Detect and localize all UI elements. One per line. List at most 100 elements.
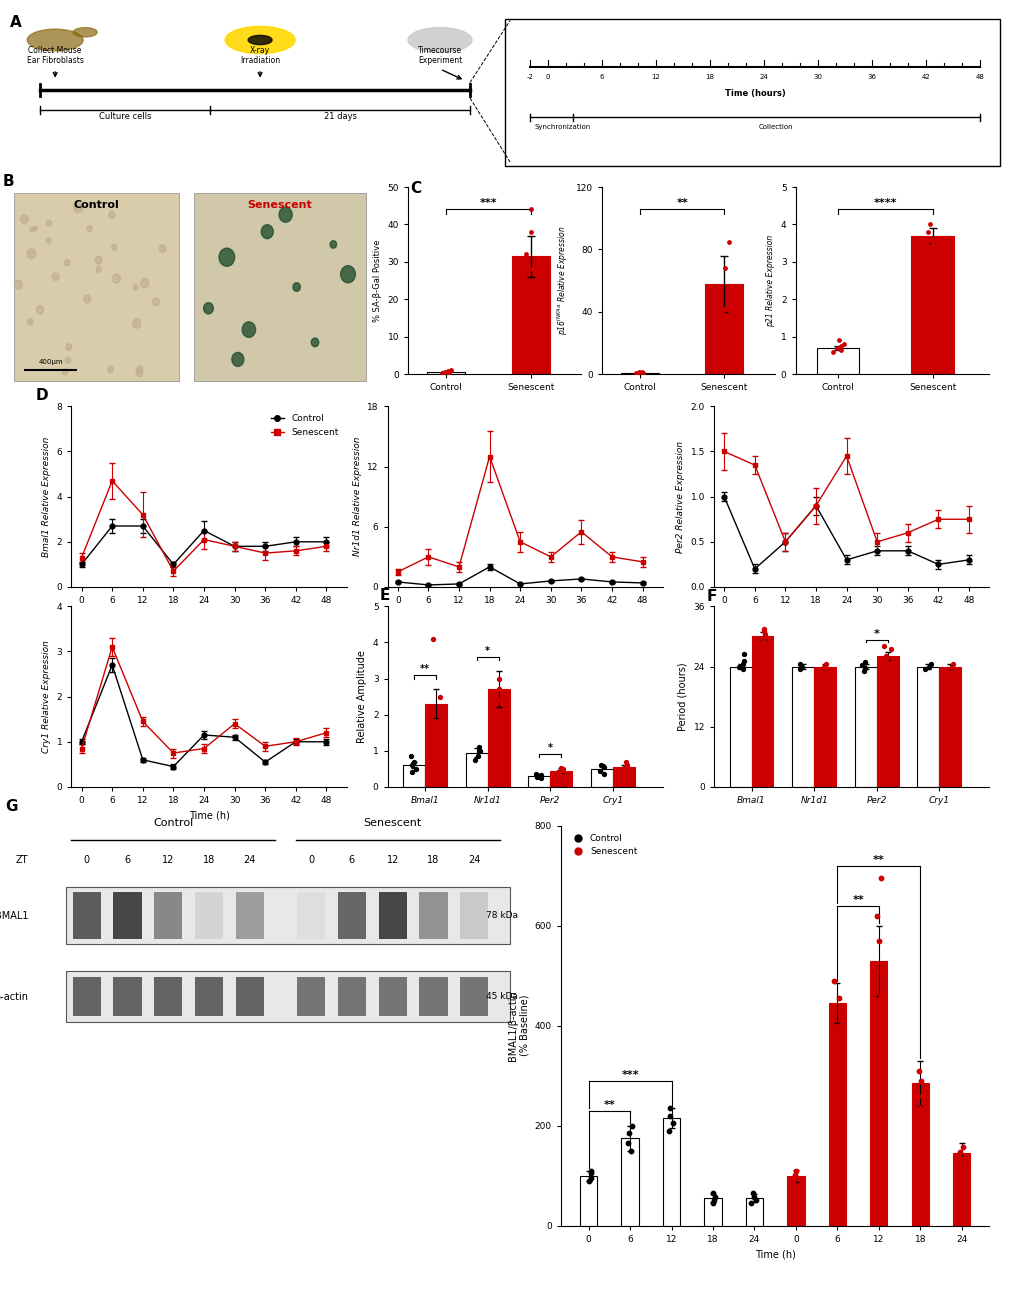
Circle shape <box>20 214 29 223</box>
Bar <box>337 893 366 939</box>
Text: 6: 6 <box>348 855 355 866</box>
Text: **: ** <box>420 664 430 675</box>
Point <box>469 746 485 766</box>
X-axis label: Time (h): Time (h) <box>189 810 229 820</box>
Circle shape <box>231 352 244 366</box>
Circle shape <box>137 366 143 373</box>
Point <box>581 1170 597 1191</box>
Point <box>715 298 732 319</box>
Y-axis label: % SA-β-Gal Positive: % SA-β-Gal Positive <box>373 240 381 321</box>
Legend: Control, Senescent: Control, Senescent <box>565 829 640 860</box>
Text: Collection: Collection <box>758 124 793 130</box>
Text: *: * <box>547 743 552 753</box>
Point <box>916 659 932 680</box>
Bar <box>580 1175 597 1226</box>
Point <box>791 659 807 680</box>
Bar <box>876 657 898 787</box>
Bar <box>194 194 366 381</box>
Point <box>734 659 750 680</box>
Point <box>745 1183 761 1204</box>
Point <box>830 1015 847 1036</box>
Text: 24: 24 <box>468 855 480 866</box>
Point <box>634 362 650 383</box>
Circle shape <box>34 226 38 231</box>
Point <box>923 232 940 253</box>
Circle shape <box>330 241 336 248</box>
Circle shape <box>408 27 472 53</box>
Point <box>817 654 834 675</box>
Bar <box>751 636 772 787</box>
Point <box>431 704 447 725</box>
Point <box>634 361 650 382</box>
Bar <box>528 777 550 787</box>
Point <box>954 1136 970 1157</box>
Point <box>623 1140 639 1161</box>
Circle shape <box>84 295 91 303</box>
Text: 18: 18 <box>705 74 713 80</box>
Circle shape <box>96 267 101 272</box>
X-axis label: Time (h): Time (h) <box>189 610 229 620</box>
Bar <box>378 893 407 939</box>
Circle shape <box>62 369 67 375</box>
Circle shape <box>112 273 120 283</box>
Point <box>793 657 809 677</box>
Bar <box>704 1198 721 1226</box>
Bar <box>427 373 465 374</box>
Text: Time (hours): Time (hours) <box>723 89 785 98</box>
Point <box>832 335 848 356</box>
Bar <box>828 1004 845 1226</box>
Point <box>618 752 634 773</box>
Circle shape <box>46 221 52 227</box>
Text: B: B <box>3 174 14 190</box>
Point <box>791 654 807 675</box>
Point <box>705 1189 721 1210</box>
Text: 12: 12 <box>386 855 398 866</box>
Bar <box>590 769 612 787</box>
Bar <box>938 667 960 787</box>
Bar <box>621 373 658 374</box>
Text: 45 kDa: 45 kDa <box>485 992 518 1001</box>
X-axis label: Time (h): Time (h) <box>830 610 871 620</box>
Point <box>583 1162 599 1183</box>
Y-axis label: p16$^{INK4a}$ Relative Expression: p16$^{INK4a}$ Relative Expression <box>555 226 570 335</box>
Point <box>716 258 733 279</box>
Text: X-ray
Irradiation: X-ray Irradiation <box>239 46 280 66</box>
Bar <box>662 1118 680 1226</box>
Bar <box>813 667 836 787</box>
Bar <box>460 977 488 1017</box>
Point <box>524 259 540 280</box>
Point <box>828 338 845 359</box>
Bar <box>14 194 179 381</box>
Point <box>486 712 502 733</box>
Circle shape <box>242 321 256 338</box>
Bar <box>297 893 325 939</box>
Point <box>442 360 459 381</box>
Bar <box>952 1153 969 1226</box>
Point <box>787 1164 803 1184</box>
Bar <box>235 893 264 939</box>
Bar <box>911 1084 928 1226</box>
Circle shape <box>87 226 92 232</box>
Point <box>882 654 899 675</box>
Point <box>440 362 457 383</box>
Point <box>756 623 772 644</box>
Point <box>619 755 635 775</box>
Point <box>713 302 730 322</box>
Point <box>784 1171 800 1192</box>
Bar <box>869 961 887 1226</box>
Bar <box>745 1198 762 1226</box>
Point <box>518 244 534 264</box>
Text: E: E <box>380 588 390 604</box>
Point <box>620 1133 636 1153</box>
Bar <box>854 667 876 787</box>
Text: 0: 0 <box>545 74 549 80</box>
Point <box>833 339 849 360</box>
Point <box>937 659 954 680</box>
Text: **: ** <box>872 855 883 866</box>
Text: 0: 0 <box>84 855 90 866</box>
Text: 42: 42 <box>920 74 929 80</box>
Point <box>533 765 549 786</box>
Point <box>704 1193 720 1214</box>
Circle shape <box>204 303 213 313</box>
Text: 18: 18 <box>203 855 215 866</box>
